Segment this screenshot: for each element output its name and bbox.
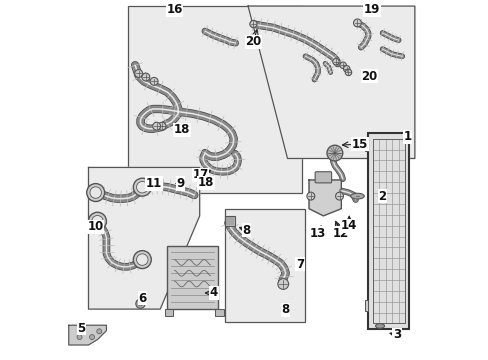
Text: 4: 4 bbox=[209, 287, 218, 300]
Text: 11: 11 bbox=[146, 177, 162, 190]
Circle shape bbox=[158, 122, 165, 130]
Text: 10: 10 bbox=[87, 220, 103, 233]
Circle shape bbox=[136, 254, 148, 265]
Circle shape bbox=[150, 77, 158, 85]
Polygon shape bbox=[247, 6, 414, 158]
Circle shape bbox=[343, 66, 349, 72]
Text: 1: 1 bbox=[403, 130, 411, 144]
Circle shape bbox=[152, 122, 160, 130]
Circle shape bbox=[138, 302, 142, 306]
Text: 17: 17 bbox=[192, 168, 208, 181]
Polygon shape bbox=[69, 325, 106, 345]
FancyBboxPatch shape bbox=[164, 309, 173, 316]
Circle shape bbox=[89, 334, 94, 339]
Circle shape bbox=[133, 178, 151, 196]
FancyBboxPatch shape bbox=[364, 300, 367, 311]
Circle shape bbox=[135, 69, 142, 77]
Circle shape bbox=[133, 251, 151, 269]
Circle shape bbox=[86, 184, 104, 202]
Text: 7: 7 bbox=[295, 258, 304, 271]
Circle shape bbox=[326, 145, 342, 161]
FancyBboxPatch shape bbox=[364, 140, 367, 151]
FancyBboxPatch shape bbox=[214, 309, 223, 316]
Text: 6: 6 bbox=[138, 292, 146, 305]
Circle shape bbox=[136, 299, 145, 309]
Polygon shape bbox=[88, 167, 199, 309]
Circle shape bbox=[332, 58, 339, 65]
FancyBboxPatch shape bbox=[367, 134, 408, 329]
Text: 20: 20 bbox=[245, 35, 261, 49]
FancyBboxPatch shape bbox=[224, 216, 235, 226]
Ellipse shape bbox=[375, 324, 384, 328]
Text: 8: 8 bbox=[242, 224, 250, 237]
Circle shape bbox=[77, 334, 82, 339]
Text: 8: 8 bbox=[281, 303, 289, 316]
FancyBboxPatch shape bbox=[314, 172, 331, 183]
Polygon shape bbox=[308, 180, 341, 216]
Text: 18: 18 bbox=[173, 123, 189, 136]
Circle shape bbox=[90, 187, 101, 198]
Circle shape bbox=[345, 69, 351, 76]
Text: 19: 19 bbox=[363, 3, 379, 16]
Circle shape bbox=[92, 216, 103, 227]
Text: 9: 9 bbox=[176, 177, 184, 190]
Circle shape bbox=[97, 329, 102, 334]
Circle shape bbox=[277, 279, 288, 289]
Circle shape bbox=[339, 62, 346, 68]
Text: 13: 13 bbox=[309, 226, 325, 239]
Circle shape bbox=[249, 21, 257, 28]
FancyBboxPatch shape bbox=[128, 6, 301, 193]
Text: 14: 14 bbox=[340, 219, 357, 233]
Text: 12: 12 bbox=[332, 226, 348, 239]
Ellipse shape bbox=[350, 193, 364, 199]
Circle shape bbox=[335, 192, 343, 200]
FancyBboxPatch shape bbox=[224, 209, 305, 321]
Text: 15: 15 bbox=[351, 138, 367, 150]
FancyBboxPatch shape bbox=[167, 246, 217, 309]
Circle shape bbox=[306, 192, 314, 200]
Text: 16: 16 bbox=[166, 3, 183, 16]
Circle shape bbox=[353, 19, 361, 27]
Text: 20: 20 bbox=[361, 69, 377, 82]
Text: 18: 18 bbox=[197, 176, 214, 189]
Circle shape bbox=[136, 181, 148, 193]
Circle shape bbox=[142, 73, 149, 81]
Text: 2: 2 bbox=[378, 190, 386, 203]
Text: 3: 3 bbox=[392, 328, 400, 341]
Circle shape bbox=[88, 212, 106, 230]
Text: 5: 5 bbox=[77, 321, 85, 334]
